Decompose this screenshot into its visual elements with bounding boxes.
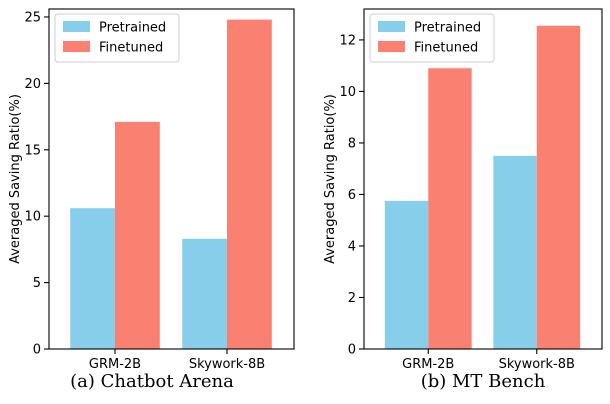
y-tick-label: 8: [348, 136, 356, 151]
bar-finetuned-grm-2b: [428, 68, 472, 349]
legend-label-pretrained: Pretrained: [99, 21, 166, 36]
legend-swatch-pretrained: [63, 21, 90, 32]
bar-pretrained-grm-2b: [384, 200, 429, 349]
legend: Pretrained Finetuned: [54, 13, 180, 63]
y-tick-label: 25: [24, 10, 41, 25]
y-axis-label: Averaged Saving Ratio(%): [323, 94, 338, 264]
bars: [384, 25, 581, 349]
legend: Pretrained Finetuned: [369, 13, 495, 63]
y-tick-label: 6: [348, 188, 356, 203]
plot-frame: [363, 8, 603, 350]
bar-finetuned-skywork-8b: [227, 19, 272, 349]
bar-pretrained-grm-2b: [70, 208, 115, 349]
y-tick-label: 10: [339, 85, 356, 100]
y-tick-label: 0: [348, 343, 356, 358]
y-tick-label: 15: [24, 143, 41, 158]
legend-swatch-finetuned: [63, 41, 90, 52]
bar-pretrained-skywork-8b: [493, 155, 537, 349]
y-tick-label: 10: [24, 210, 41, 225]
x-tick-label: GRM-2B: [89, 357, 141, 372]
panel-caption: (a) Chatbot Arena: [70, 371, 234, 392]
y-tick-label: 12: [339, 33, 356, 48]
y-axis-label: Averaged Saving Ratio(%): [8, 94, 23, 264]
y-tick-label: 0: [33, 343, 41, 358]
legend-swatch-finetuned: [378, 41, 405, 52]
legend-label-finetuned: Finetuned: [99, 41, 163, 56]
x-tick-label: Skywork-8B: [189, 357, 265, 372]
plot-frame: [48, 8, 295, 350]
panel-caption: (b) MT Bench: [421, 371, 546, 392]
chart-panel-1: GRM-2B Skywork-8B 0 5 10 15 20 25 Averaged Savin…: [8, 8, 295, 392]
y-tick-label: 4: [348, 239, 356, 254]
y-tick-label: 20: [24, 77, 41, 92]
y-tick-label: 5: [33, 276, 41, 291]
legend-label-pretrained: Pretrained: [414, 21, 481, 36]
x-tick-label: GRM-2B: [402, 357, 454, 372]
legend-label-finetuned: Finetuned: [414, 41, 478, 56]
bar-finetuned-skywork-8b: [536, 25, 581, 349]
bar-finetuned-grm-2b: [115, 121, 160, 349]
bar-pretrained-skywork-8b: [182, 238, 227, 349]
legend-swatch-pretrained: [378, 21, 405, 32]
bars: [70, 19, 272, 349]
x-tick-label: Skywork-8B: [499, 357, 575, 372]
chart-panel-2: GRM-2B Skywork-8B 0 2 4 6 8 10 12 Averaged Saving…: [323, 8, 603, 392]
y-tick-label: 2: [348, 291, 356, 306]
